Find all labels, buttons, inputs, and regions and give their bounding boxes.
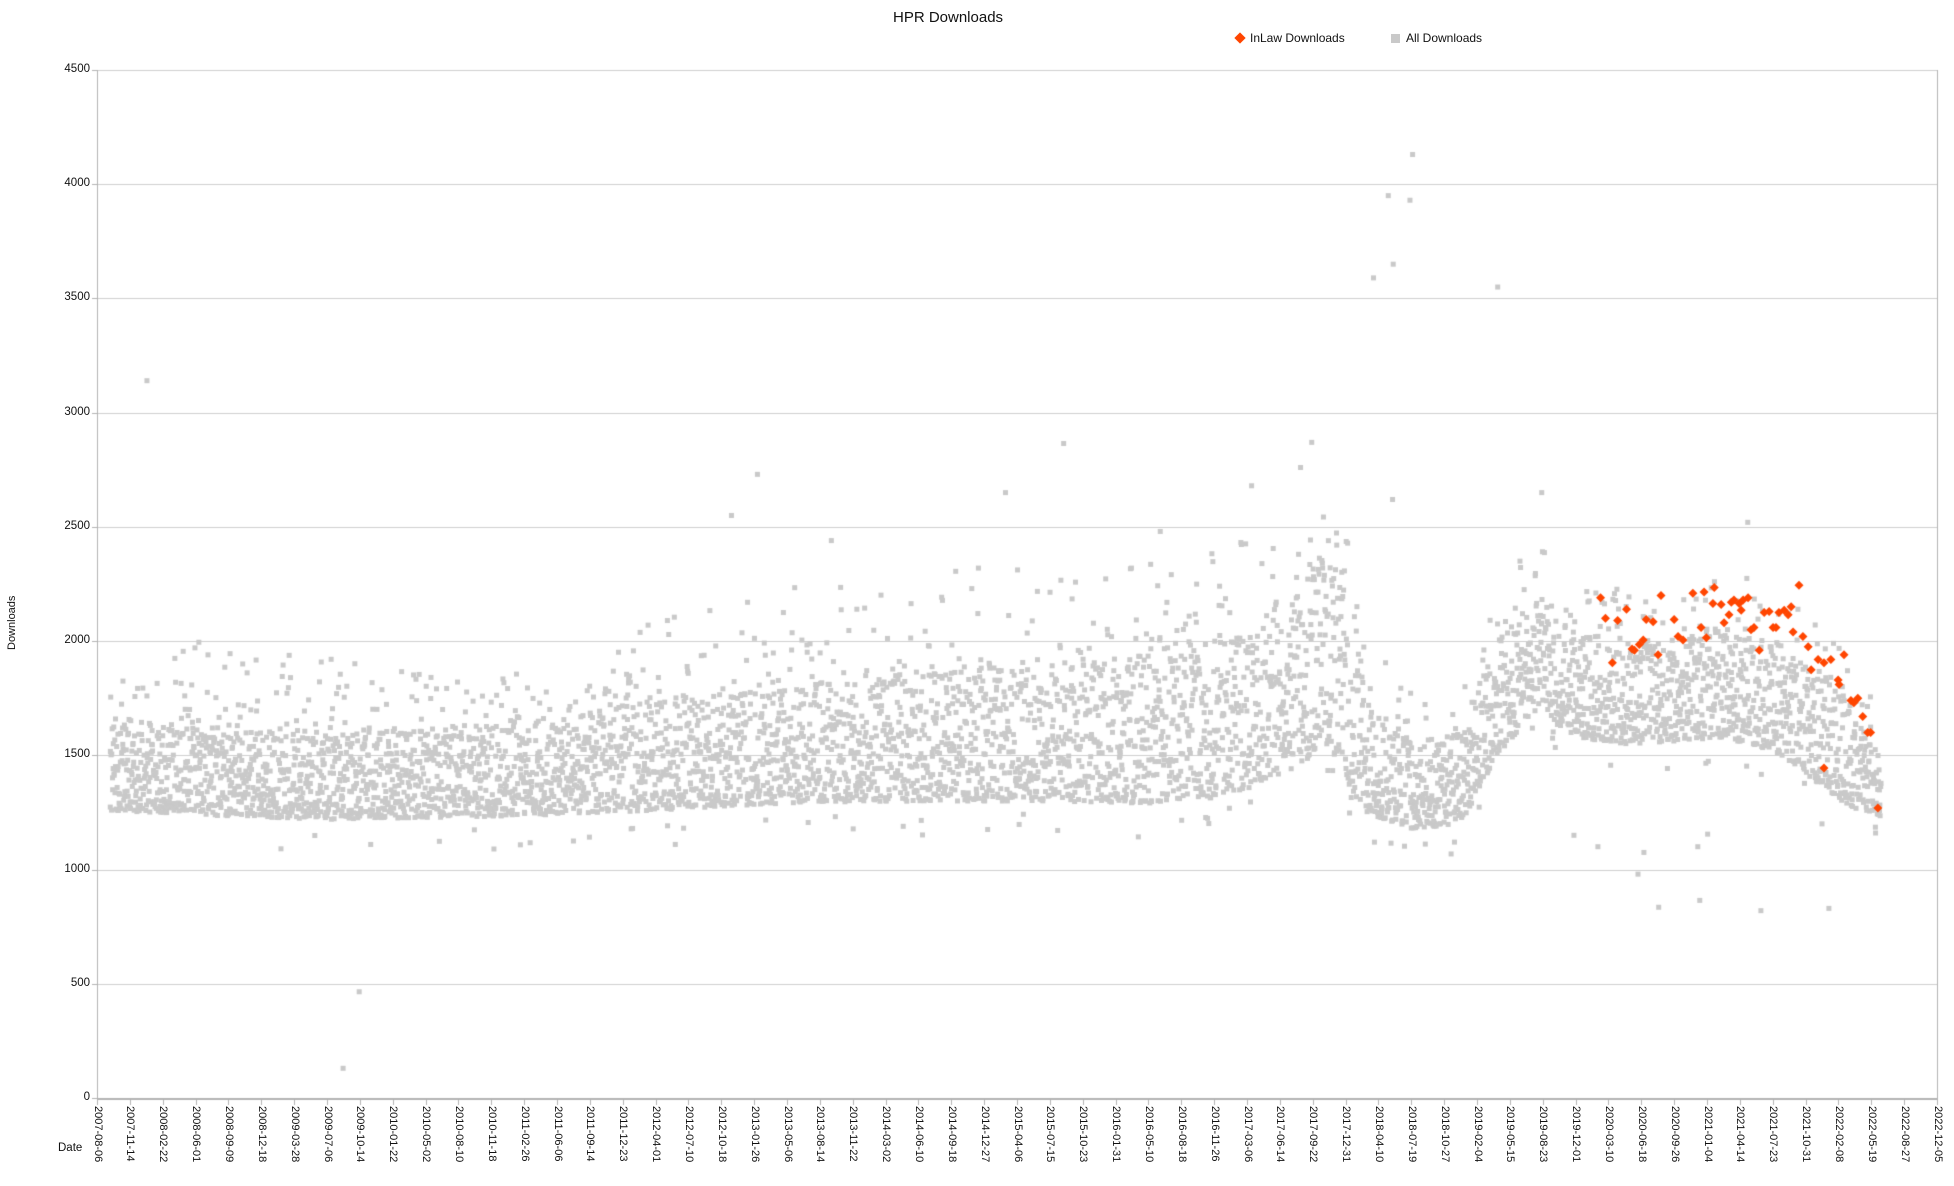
y-tick-label: 3500 — [64, 291, 90, 304]
x-tick-label: 2010-05-02 — [420, 1106, 433, 1163]
x-tick-label: 2009-07-06 — [321, 1106, 334, 1163]
x-tick-label: 2014-06-10 — [912, 1106, 925, 1163]
y-tick-label: 2000 — [64, 634, 90, 647]
x-tick-label: 2020-09-26 — [1668, 1106, 1681, 1163]
x-tick-label: 2020-03-10 — [1602, 1106, 1615, 1163]
x-tick-label: 2011-09-14 — [584, 1106, 597, 1162]
x-tick-label: 2022-05-19 — [1865, 1106, 1878, 1163]
x-tick-label: 2020-06-18 — [1635, 1106, 1648, 1163]
x-tick-label: 2019-12-01 — [1570, 1106, 1583, 1163]
x-tick-label: 2014-12-27 — [978, 1106, 991, 1163]
x-tick-label: 2017-09-22 — [1307, 1106, 1320, 1163]
y-tick-label: 0 — [83, 1091, 90, 1103]
x-tick-label: 2013-01-26 — [748, 1106, 761, 1163]
x-tick-label: 2016-01-31 — [1110, 1106, 1123, 1163]
x-tick-label: 2008-06-01 — [190, 1106, 203, 1163]
x-tick-label: 2018-07-19 — [1405, 1106, 1418, 1163]
x-tick-label: 2012-04-01 — [650, 1106, 663, 1163]
x-axis-title: Date — [58, 1142, 83, 1154]
x-tick-label: 2015-07-15 — [1044, 1106, 1057, 1163]
x-tick-label: 2018-04-10 — [1372, 1106, 1385, 1163]
x-tick-label: 2016-11-26 — [1208, 1106, 1221, 1162]
y-tick-label: 500 — [70, 976, 90, 989]
x-tick-label: 2019-02-04 — [1471, 1106, 1484, 1163]
x-tick-label: 2010-08-10 — [452, 1106, 465, 1163]
x-tick-label: 2021-10-31 — [1800, 1106, 1813, 1163]
x-tick-label: 2012-10-18 — [715, 1106, 728, 1163]
y-tick-label: 3000 — [64, 405, 90, 418]
x-tick-label: 2007-08-06 — [91, 1106, 104, 1163]
x-tick-label: 2013-05-06 — [781, 1106, 794, 1163]
x-tick-label: 2011-02-26 — [518, 1106, 531, 1162]
x-tick-label: 2011-06-06 — [551, 1106, 564, 1162]
x-tick-label: 2008-02-22 — [157, 1106, 170, 1163]
x-tick-label: 2014-03-02 — [880, 1106, 893, 1163]
y-tick-label: 2500 — [64, 519, 90, 532]
x-tick-label: 2019-05-15 — [1504, 1106, 1517, 1163]
x-tick-label: 2014-09-18 — [945, 1106, 958, 1163]
x-tick-label: 2011-12-23 — [617, 1106, 630, 1162]
x-tick-label: 2010-11-18 — [485, 1106, 498, 1162]
x-tick-label: 2015-04-06 — [1011, 1106, 1024, 1163]
x-tick-label: 2017-12-31 — [1340, 1106, 1353, 1163]
y-tick-label: 4500 — [64, 63, 90, 75]
x-tick-label: 2007-11-14 — [124, 1106, 137, 1162]
x-tick-label: 2013-11-22 — [847, 1106, 860, 1162]
x-tick-label: 2009-10-14 — [354, 1106, 367, 1163]
x-tick-label: 2017-03-06 — [1241, 1106, 1254, 1163]
x-tick-label: 2009-03-28 — [288, 1106, 301, 1163]
x-tick-label: 2022-08-27 — [1898, 1106, 1911, 1163]
x-tick-label: 2010-01-22 — [387, 1106, 400, 1163]
x-tick-label: 2021-04-14 — [1734, 1106, 1747, 1163]
x-tick-label: 2012-07-10 — [682, 1106, 695, 1163]
y-tick-label: 4000 — [64, 177, 90, 190]
x-tick-label: 2016-05-10 — [1142, 1106, 1155, 1163]
x-tick-label: 2015-10-23 — [1077, 1106, 1090, 1163]
x-tick-label: 2022-02-08 — [1832, 1106, 1845, 1163]
x-tick-label: 2021-07-23 — [1767, 1106, 1780, 1163]
y-tick-label: 1000 — [64, 862, 90, 875]
x-tick-label: 2008-09-09 — [222, 1106, 235, 1163]
x-tick-label: 2013-08-14 — [814, 1106, 827, 1163]
x-tick-label: 2016-08-18 — [1175, 1106, 1188, 1163]
x-tick-label: 2022-12-05 — [1931, 1106, 1944, 1163]
x-tick-label: 2021-01-04 — [1701, 1106, 1714, 1163]
x-tick-label: 2018-10-27 — [1438, 1106, 1451, 1163]
y-axis-title: Downloads — [6, 595, 18, 650]
x-tick-label: 2008-12-18 — [255, 1106, 268, 1163]
x-tick-label: 2019-08-23 — [1537, 1106, 1550, 1163]
y-tick-label: 1500 — [64, 748, 90, 761]
x-tick-label: 2017-06-14 — [1274, 1106, 1287, 1163]
